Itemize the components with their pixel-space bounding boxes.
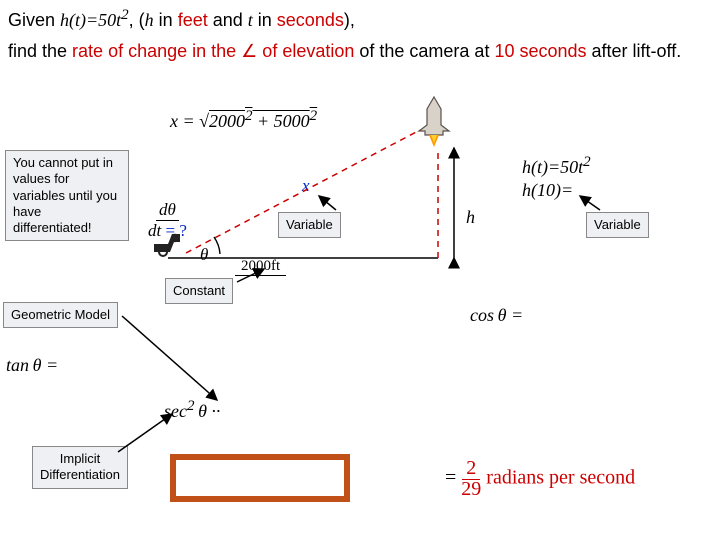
cos-theta-equation: cos θ =	[470, 305, 523, 326]
warning-box: You cannot put in values for variables u…	[5, 150, 129, 241]
find-line: find the rate of change in the ∠ of elev…	[8, 38, 710, 65]
shuttle-icon	[413, 95, 455, 150]
given-line: Given h(t)=50t2, (h in feet and t in sec…	[8, 4, 710, 34]
equation-x: x = √20002 + 50002	[170, 108, 317, 132]
implicit-diff-box: Implicit Differentiation	[32, 446, 128, 489]
variable-box-x: Variable	[278, 212, 341, 238]
answer-highlight-box	[170, 454, 350, 502]
tan-theta-equation: tan θ =	[6, 355, 58, 376]
constant-box: Constant	[165, 278, 233, 304]
camera-icon	[152, 230, 184, 258]
theta-label: θ	[200, 245, 208, 265]
problem-statement: Given h(t)=50t2, (h in feet and t in sec…	[8, 4, 710, 65]
x-label: x	[302, 176, 310, 196]
variable-box-h: Variable	[586, 212, 649, 238]
theta-arc	[214, 237, 220, 254]
h-of-10-equation: h(10)=	[522, 180, 573, 201]
sec2-theta-equation: sec2 θ ··	[164, 398, 220, 422]
h-of-t-equation: h(t)=50t2	[522, 154, 591, 178]
h-label: h	[466, 207, 475, 228]
arrow-variable-b	[580, 196, 600, 210]
answer-equation: = 229 radians per second	[445, 458, 635, 500]
arrow-variable-a	[319, 196, 336, 210]
distance-2000ft: 2000ft	[235, 258, 286, 276]
geometric-model-box: Geometric Model	[3, 302, 118, 328]
arrow-geometric	[122, 316, 217, 400]
